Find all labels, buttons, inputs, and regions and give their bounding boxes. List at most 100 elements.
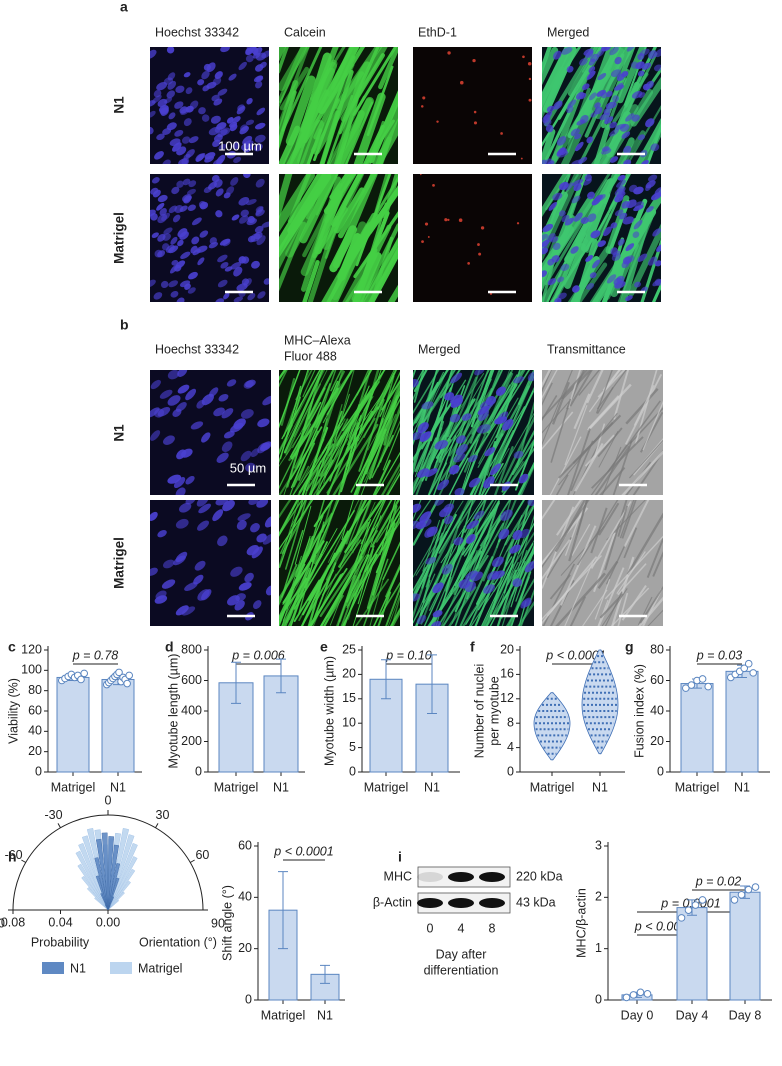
nucleus bbox=[255, 178, 265, 188]
petal bbox=[94, 857, 109, 911]
nucleus bbox=[455, 444, 468, 456]
petal bbox=[107, 905, 111, 911]
fiber bbox=[387, 593, 400, 626]
nucleus bbox=[417, 422, 429, 434]
y-tick-label: 100 bbox=[21, 663, 42, 677]
texture bbox=[542, 500, 556, 521]
nucleus bbox=[578, 92, 587, 100]
nucleus bbox=[413, 431, 424, 441]
nucleus bbox=[243, 278, 252, 287]
data-point bbox=[115, 668, 123, 677]
nucleus bbox=[550, 236, 559, 243]
nucleus bbox=[625, 243, 635, 252]
dead-cell bbox=[444, 218, 448, 222]
texture bbox=[652, 551, 663, 577]
fiber bbox=[475, 372, 514, 456]
legend-label: Matrigel bbox=[138, 961, 182, 975]
nucleus bbox=[255, 64, 264, 72]
nucleus bbox=[251, 260, 260, 269]
nucleus bbox=[227, 595, 240, 606]
p-value: p = 0.10 bbox=[385, 648, 432, 662]
texture bbox=[554, 500, 587, 553]
nucleus bbox=[187, 287, 196, 294]
dead-cell bbox=[436, 120, 439, 123]
nucleus bbox=[175, 518, 189, 529]
fiber bbox=[297, 67, 336, 164]
fiber bbox=[505, 578, 534, 626]
fiber bbox=[303, 541, 328, 589]
fiber bbox=[334, 393, 350, 442]
nucleus bbox=[609, 121, 617, 129]
nucleus bbox=[579, 57, 588, 66]
micrograph bbox=[542, 47, 661, 164]
nucleus bbox=[198, 503, 211, 514]
nucleus bbox=[543, 111, 553, 121]
nucleus bbox=[176, 297, 185, 302]
nucleus bbox=[585, 255, 593, 262]
nucleus bbox=[226, 186, 235, 195]
dead-cell bbox=[520, 157, 523, 160]
nucleus bbox=[645, 80, 654, 90]
nucleus bbox=[177, 384, 190, 394]
fiber bbox=[427, 438, 452, 495]
scale-label: 100 µm bbox=[218, 138, 262, 153]
y-axis-label: Shift angle (°) bbox=[220, 885, 234, 961]
texture bbox=[591, 436, 644, 489]
fiber bbox=[470, 580, 501, 626]
nucleus bbox=[476, 424, 491, 434]
fiber bbox=[366, 505, 398, 609]
fiber bbox=[490, 561, 519, 620]
y-tick-label: 0 bbox=[245, 992, 252, 1006]
nucleus bbox=[233, 156, 242, 163]
nucleus bbox=[168, 280, 179, 288]
fiber bbox=[493, 446, 514, 495]
nucleus bbox=[222, 239, 231, 247]
nucleus bbox=[573, 183, 582, 192]
nucleus bbox=[161, 579, 176, 589]
fiber bbox=[413, 561, 430, 598]
nucleus bbox=[542, 159, 547, 164]
nucleus bbox=[552, 242, 561, 251]
error-bar bbox=[687, 899, 697, 916]
nucleus bbox=[210, 115, 221, 124]
fiber bbox=[279, 47, 306, 108]
fiber bbox=[355, 252, 382, 302]
nucleus bbox=[245, 119, 255, 126]
fiber bbox=[385, 513, 400, 557]
nucleus bbox=[651, 192, 661, 201]
nucleus bbox=[233, 296, 243, 302]
nucleus bbox=[185, 87, 193, 95]
data-point bbox=[682, 684, 690, 692]
nucleus bbox=[594, 106, 603, 115]
nucleus bbox=[171, 259, 179, 266]
nucleus bbox=[557, 150, 569, 158]
nucleus bbox=[467, 454, 478, 463]
angle-tick-label: 30 bbox=[156, 808, 170, 822]
nucleus bbox=[208, 126, 221, 136]
nucleus bbox=[157, 233, 166, 242]
fiber bbox=[379, 500, 396, 556]
lane-label: 0 bbox=[427, 921, 434, 935]
nucleus bbox=[589, 272, 597, 279]
p-value: p = 0.02 bbox=[695, 874, 742, 888]
petal bbox=[107, 844, 120, 911]
nucleus bbox=[421, 401, 434, 410]
nucleus bbox=[150, 430, 161, 441]
dead-cell bbox=[432, 184, 435, 187]
fiber bbox=[279, 174, 327, 253]
nucleus bbox=[647, 174, 658, 182]
petal bbox=[86, 887, 109, 911]
angle-tick bbox=[57, 823, 61, 828]
y-tick-label: 10 bbox=[342, 715, 356, 729]
dead-cell bbox=[458, 218, 463, 222]
violin bbox=[581, 649, 619, 755]
fiber bbox=[325, 500, 367, 581]
fiber bbox=[413, 370, 440, 415]
nucleus bbox=[173, 477, 186, 489]
fiber bbox=[477, 397, 519, 468]
nucleus bbox=[166, 90, 176, 99]
micrograph bbox=[150, 370, 271, 495]
fiber bbox=[279, 500, 314, 551]
panel-label: h bbox=[8, 849, 17, 865]
fiber bbox=[368, 90, 398, 164]
